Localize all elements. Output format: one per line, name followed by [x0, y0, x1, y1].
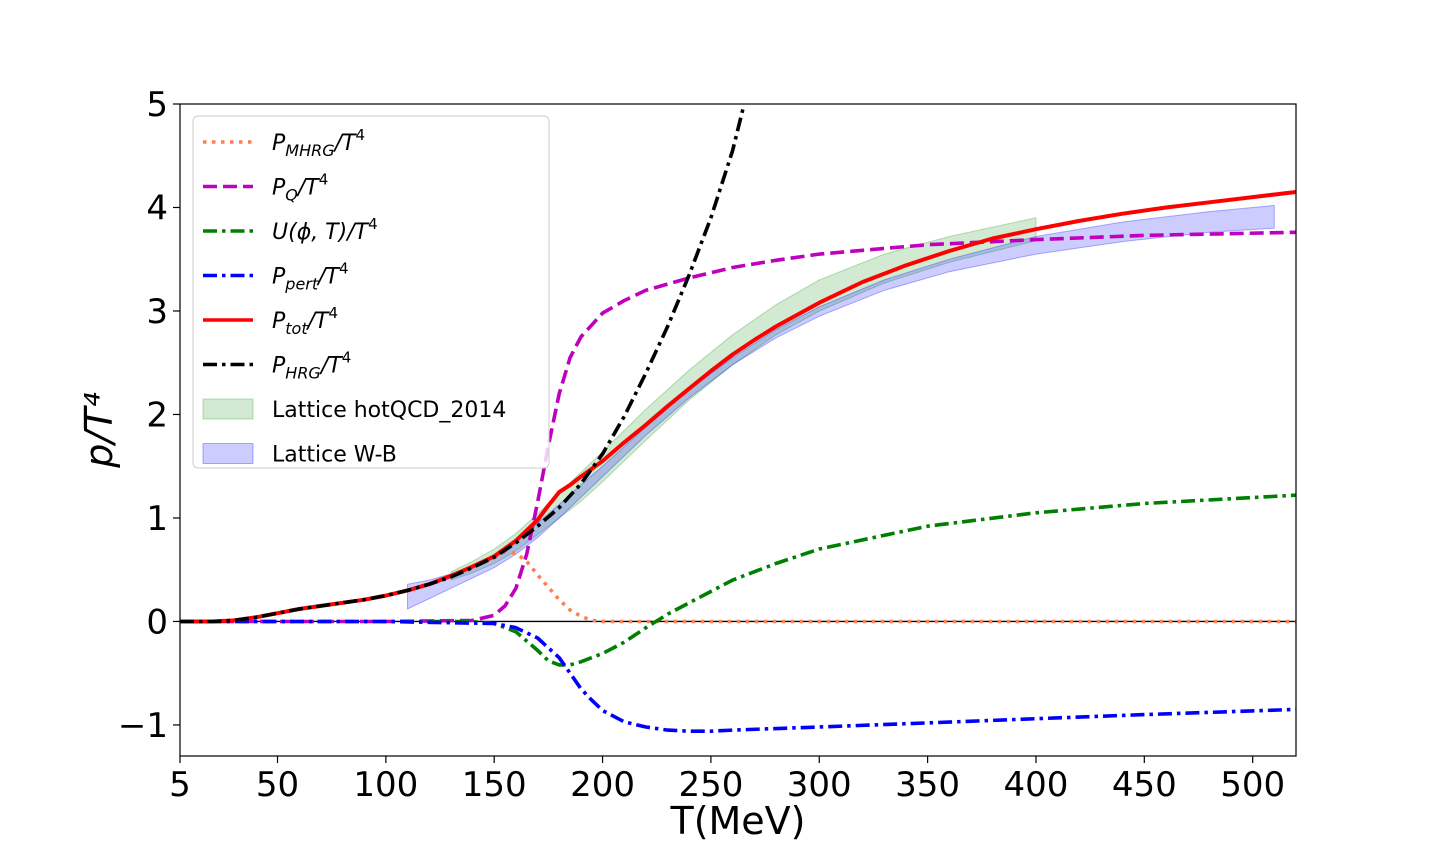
band-lattice-w-b [407, 204, 1275, 610]
legend-label-p-pert-t-4: Ppert/T4 [272, 260, 349, 294]
x-tick-label: 300 [787, 765, 852, 805]
series-line-p-tot-t-4 [180, 190, 1296, 624]
x-tick-label: 450 [1112, 765, 1177, 805]
plot-frame [179, 103, 1297, 757]
legend-label-lattice-w-b: Lattice W-B [272, 443, 397, 468]
y-tick-label: −1 [118, 706, 168, 746]
y-axis-title: p/T⁴ [77, 392, 121, 468]
legend: PMHRG/T4 PQ/T4 U(ϕ, T)/T4 Ppert/T4 Ptot/T4 PH… [192, 115, 550, 469]
series-line-p-mhrg-t-4 [180, 550, 1296, 624]
legend-label-p-hrg-t-4: PHRG/T4 [272, 349, 351, 383]
series-line-u-phi-t-t-4 [180, 493, 1296, 667]
series-lines [180, 106, 1296, 734]
y-tick-label: 1 [146, 499, 168, 539]
y-tick-label: 5 [146, 85, 168, 125]
x-tick-label: 5 [169, 765, 191, 805]
series-line-p-q-t-4 [180, 230, 1296, 624]
x-tick-label: 350 [895, 765, 960, 805]
x-tick-label: 100 [353, 765, 418, 805]
x-axis-title: T(MeV) [669, 799, 805, 843]
x-tick-label: 400 [1004, 765, 1069, 805]
y-tick-label: 4 [146, 188, 168, 228]
legend-handle-lattice-hotqcd-2014 [202, 398, 254, 420]
legend-label-p-mhrg-t-4: PMHRG/T4 [272, 126, 365, 160]
y-tick-label: 0 [146, 602, 168, 642]
legend-handle-lattice-w-b [202, 443, 254, 464]
x-tick-label: 250 [678, 765, 743, 805]
legend-label-lattice-hotqcd-2014: Lattice hotQCD_2014 [272, 398, 506, 423]
y-tick-label: 3 [146, 292, 168, 332]
legend-label-u-phi-t-t-4: U(ϕ, T)/T4 [272, 215, 378, 245]
x-tick-label: 500 [1220, 765, 1285, 805]
x-axis-ticks: 5 50 100 150 200 250 300 350 400 450 500 [169, 756, 1285, 805]
legend-label-p-tot-t-4: Ptot/T4 [272, 304, 338, 338]
y-axis-ticks: −1 0 1 2 3 4 5 [118, 85, 180, 746]
legend-box [192, 115, 550, 469]
x-tick-label: 150 [462, 765, 527, 805]
legend-label-p-q-t-4: PQ/T4 [272, 171, 328, 205]
series-line-p-pert-t-4 [180, 619, 1296, 734]
x-tick-label: 200 [570, 765, 635, 805]
x-tick-label: 50 [256, 765, 299, 805]
y-tick-label: 2 [146, 395, 168, 435]
